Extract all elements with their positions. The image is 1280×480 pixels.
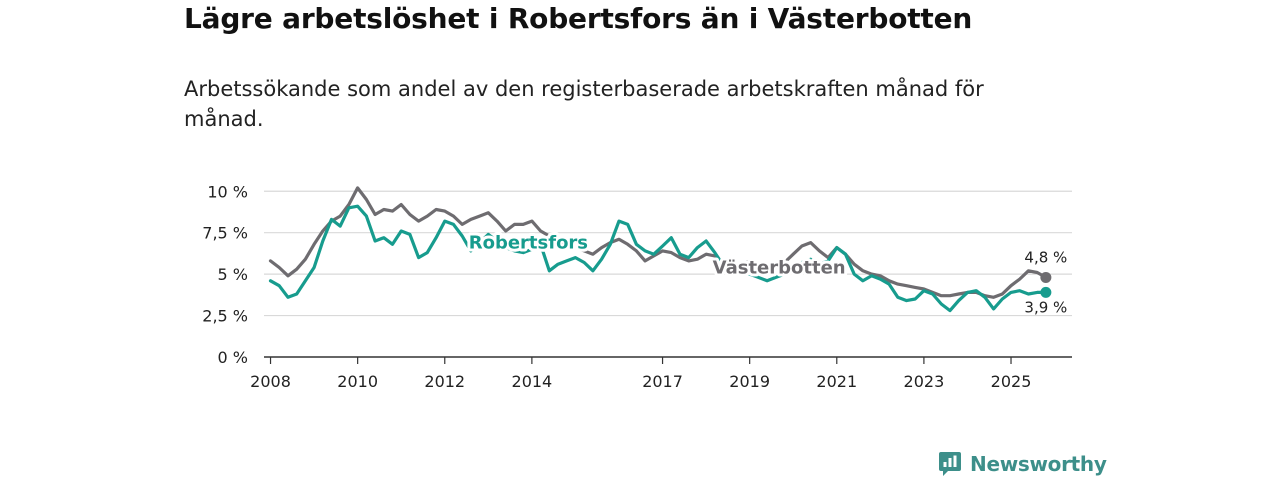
y-tick-label: 2,5 % — [202, 307, 248, 326]
series-line-västerbotten — [268, 186, 1048, 299]
x-tick-label: 2023 — [904, 372, 945, 391]
chart-subtitle: Arbetssökande som andel av den registerb… — [184, 77, 984, 131]
newsworthy-logo-icon — [939, 452, 961, 476]
series-lines — [268, 186, 1048, 313]
x-axis-labels: 2008 2010 2012 2014 2017 2019 2021 2023 2025 — [250, 357, 1031, 391]
y-tick-label: 5 % — [218, 265, 248, 284]
end-marker-robertsfors — [1040, 286, 1052, 298]
end-markers: 4,8 % 3,9 % — [1024, 248, 1067, 316]
y-axis-labels: 0 % 2,5 % 5 % 7,5 % 10 % — [202, 182, 248, 367]
x-tick-label: 2021 — [816, 372, 857, 391]
end-value-label-robertsfors: 3,9 % — [1024, 298, 1067, 316]
x-tick-label: 2025 — [991, 372, 1032, 391]
x-tick-label: 2014 — [512, 372, 553, 391]
series-labels: Västerbotten Robertsfors — [466, 230, 849, 282]
end-value-label-västerbotten: 4,8 % — [1024, 248, 1067, 266]
y-tick-label: 0 % — [218, 348, 248, 367]
end-marker-västerbotten — [1040, 271, 1052, 283]
series-label-västerbotten: Västerbotten — [713, 258, 846, 279]
y-tick-label: 10 % — [207, 182, 248, 201]
x-tick-label: 2008 — [250, 372, 291, 391]
series-line-robertsfors — [268, 204, 1048, 313]
x-tick-label: 2019 — [729, 372, 770, 391]
newsworthy-logo-text: Newsworthy — [970, 452, 1107, 476]
y-tick-label: 7,5 % — [202, 224, 248, 243]
x-tick-label: 2012 — [424, 372, 465, 391]
x-tick-label: 2017 — [642, 372, 683, 391]
series-label-robertsfors: Robertsfors — [469, 233, 588, 254]
newsworthy-logo[interactable]: Newsworthy — [938, 450, 1107, 478]
x-tick-label: 2010 — [337, 372, 378, 391]
chart-title: Lägre arbetslöshet i Robertsfors än i Vä… — [184, 2, 973, 35]
